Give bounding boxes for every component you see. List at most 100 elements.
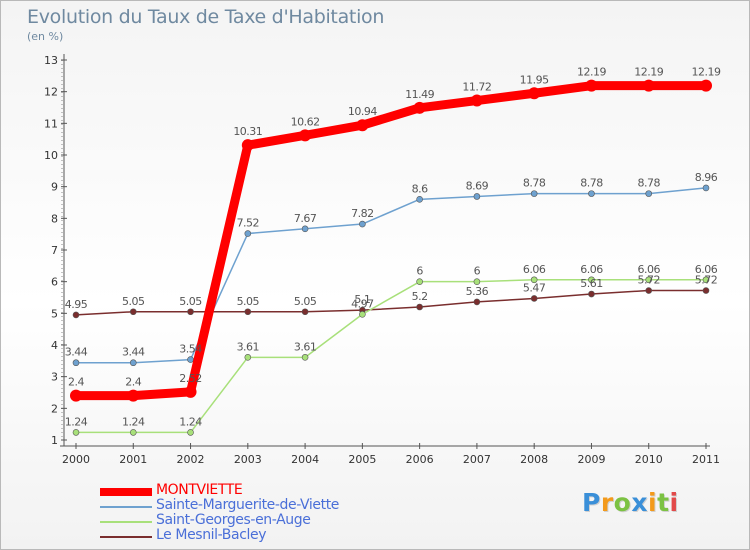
y-tick-label: 6	[51, 276, 58, 289]
series-line	[75, 187, 707, 364]
data-point	[72, 429, 80, 436]
data-label: 3.44	[65, 346, 88, 359]
data-point	[473, 298, 481, 306]
x-tick-label: 2002	[177, 453, 205, 466]
data-point	[72, 311, 80, 319]
data-point	[301, 308, 309, 316]
x-tick-label: 2007	[463, 453, 491, 466]
logo-letter: P	[582, 488, 601, 517]
series-3	[72, 287, 710, 319]
data-point	[301, 225, 309, 233]
data-label: 5.61	[580, 277, 603, 290]
data-point	[470, 94, 483, 107]
data-point	[588, 290, 595, 298]
x-tick-label: 2011	[692, 453, 720, 466]
legend-swatch	[100, 506, 152, 508]
data-point	[187, 356, 194, 363]
y-tick-label: 1	[51, 434, 58, 447]
x-tick-label: 2006	[406, 453, 434, 466]
series-line	[71, 81, 711, 401]
x-tick-label: 2003	[234, 453, 262, 466]
data-point	[356, 119, 369, 132]
data-point	[530, 295, 538, 302]
data-point	[528, 87, 541, 100]
data-label: 6.06	[580, 263, 603, 276]
data-point	[588, 190, 595, 197]
data-label: 11.49	[405, 88, 434, 101]
data-point	[642, 79, 655, 92]
data-label: 3.61	[237, 340, 260, 353]
logo-letter: r	[600, 488, 614, 517]
data-label: 8.78	[580, 177, 603, 190]
x-tick-label: 2001	[119, 453, 147, 466]
data-label: 3.54	[179, 343, 202, 356]
data-label: 5.72	[695, 274, 718, 287]
series-1	[72, 184, 710, 367]
series-line	[75, 279, 707, 434]
logo-letter: i	[669, 488, 679, 517]
y-tick-label: 7	[51, 244, 58, 257]
x-tick-label: 2008	[520, 453, 548, 466]
data-point	[129, 308, 137, 316]
data-point	[70, 389, 82, 402]
data-label: 5.36	[466, 285, 489, 298]
y-tick-label: 12	[44, 86, 58, 99]
data-point	[416, 278, 423, 285]
data-point	[585, 79, 598, 92]
x-tick-label: 2010	[635, 453, 663, 466]
x-tick-label: 2000	[62, 453, 90, 466]
data-point	[129, 359, 137, 367]
data-label: 10.94	[348, 105, 377, 118]
data-label: 7.82	[351, 207, 374, 220]
data-label: 6.06	[695, 263, 718, 276]
data-point	[416, 303, 423, 311]
data-label: 5.47	[523, 281, 546, 294]
y-tick-label: 8	[51, 212, 58, 225]
data-point	[129, 429, 137, 436]
series-0	[70, 79, 712, 402]
data-label: 6.06	[637, 263, 660, 276]
data-point	[359, 220, 366, 228]
logo-letter: i	[648, 488, 658, 517]
legend-label: Sainte-Marguerite-de-Viette	[156, 497, 340, 513]
data-point	[359, 310, 366, 318]
data-label: 6.06	[523, 263, 546, 276]
data-label: 5.05	[179, 295, 202, 308]
proxiti-logo: Proxiti	[582, 488, 679, 517]
data-point	[416, 196, 423, 203]
data-point	[645, 276, 653, 284]
data-label: 3.44	[122, 346, 145, 359]
series-line	[75, 289, 707, 316]
y-tick-label: 11	[44, 117, 58, 130]
y-tick-label: 2	[51, 402, 58, 415]
data-label: 1.24	[122, 415, 145, 428]
data-point	[127, 389, 140, 402]
data-label: 11.95	[520, 73, 549, 86]
data-label: 10.31	[233, 125, 262, 138]
data-label: 5.05	[122, 295, 145, 308]
data-label: 8.78	[523, 177, 546, 190]
data-point	[530, 276, 538, 284]
data-label: 3.61	[294, 340, 317, 353]
logo-letter: x	[631, 488, 648, 517]
data-point	[241, 139, 254, 152]
data-label: 10.62	[291, 115, 320, 128]
data-label: 5.2	[412, 290, 428, 303]
data-point	[473, 193, 481, 200]
data-point	[72, 359, 80, 367]
data-label: 12.19	[692, 66, 721, 79]
x-tick-label: 2004	[291, 453, 319, 466]
data-label: 2.4	[68, 376, 84, 389]
legend-swatch	[100, 488, 152, 496]
data-label: 7.52	[237, 217, 260, 230]
y-tick-label: 9	[51, 181, 58, 194]
x-tick-label: 2009	[577, 453, 605, 466]
data-point	[244, 230, 252, 237]
data-label: 8.96	[695, 171, 718, 184]
data-point	[702, 276, 710, 284]
logo-letter: o	[613, 488, 632, 517]
data-label: 1.24	[179, 415, 202, 428]
data-point	[184, 385, 197, 398]
legend-label: MONTVIETTE	[156, 482, 243, 498]
data-point	[473, 278, 481, 285]
